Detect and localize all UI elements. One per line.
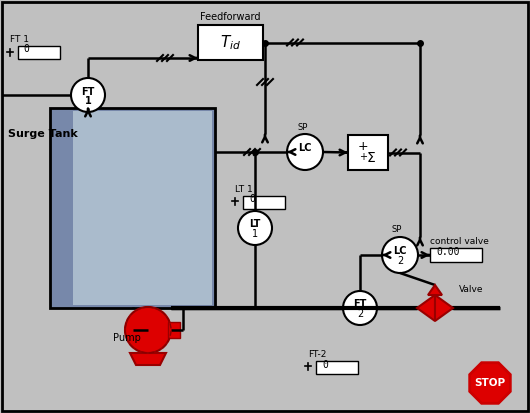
Polygon shape [435, 295, 453, 321]
Text: 2: 2 [357, 309, 363, 319]
Text: LT: LT [249, 219, 261, 229]
Text: LC: LC [393, 246, 407, 256]
Bar [53, 111, 212, 305]
Bar [53, 111, 73, 305]
Bar [316, 361, 358, 374]
Text: LT 1: LT 1 [235, 185, 253, 194]
Text: 0: 0 [249, 194, 255, 204]
Polygon shape [417, 295, 435, 321]
Text: +: + [358, 140, 368, 153]
Text: Pump: Pump [113, 333, 141, 343]
Bar [348, 135, 388, 170]
Polygon shape [470, 363, 510, 404]
Circle shape [287, 134, 323, 170]
Text: FT: FT [354, 299, 367, 309]
Circle shape [238, 211, 272, 245]
Text: SP: SP [297, 123, 307, 133]
Text: +: + [359, 152, 367, 161]
Circle shape [71, 78, 105, 112]
Text: Feedforward: Feedforward [200, 12, 261, 22]
Bar [168, 322, 180, 338]
Circle shape [382, 237, 418, 273]
Bar [50, 108, 215, 308]
Text: 0.00: 0.00 [436, 247, 460, 257]
Text: 1: 1 [252, 229, 258, 239]
Polygon shape [130, 353, 166, 365]
Text: 0: 0 [23, 44, 29, 54]
Text: SP: SP [392, 225, 402, 235]
Text: control valve: control valve [430, 237, 489, 247]
Bar [243, 196, 285, 209]
Text: 1: 1 [85, 96, 91, 106]
Text: FT 1: FT 1 [10, 35, 29, 44]
Text: FT: FT [81, 87, 95, 97]
Text: Surge Tank: Surge Tank [8, 129, 78, 139]
Text: Σ: Σ [367, 150, 375, 164]
Text: Valve: Valve [459, 285, 483, 294]
Text: $T_{id}$: $T_{id}$ [220, 33, 241, 52]
Bar [18, 46, 60, 59]
Text: STOP: STOP [474, 378, 506, 388]
Text: 2: 2 [397, 256, 403, 266]
Circle shape [343, 291, 377, 325]
Polygon shape [428, 285, 442, 295]
Bar [430, 248, 482, 262]
Bar [198, 25, 263, 60]
Text: LC: LC [298, 143, 312, 153]
Text: 0: 0 [322, 360, 328, 370]
Text: FT-2: FT-2 [308, 350, 326, 359]
Circle shape [125, 307, 171, 353]
